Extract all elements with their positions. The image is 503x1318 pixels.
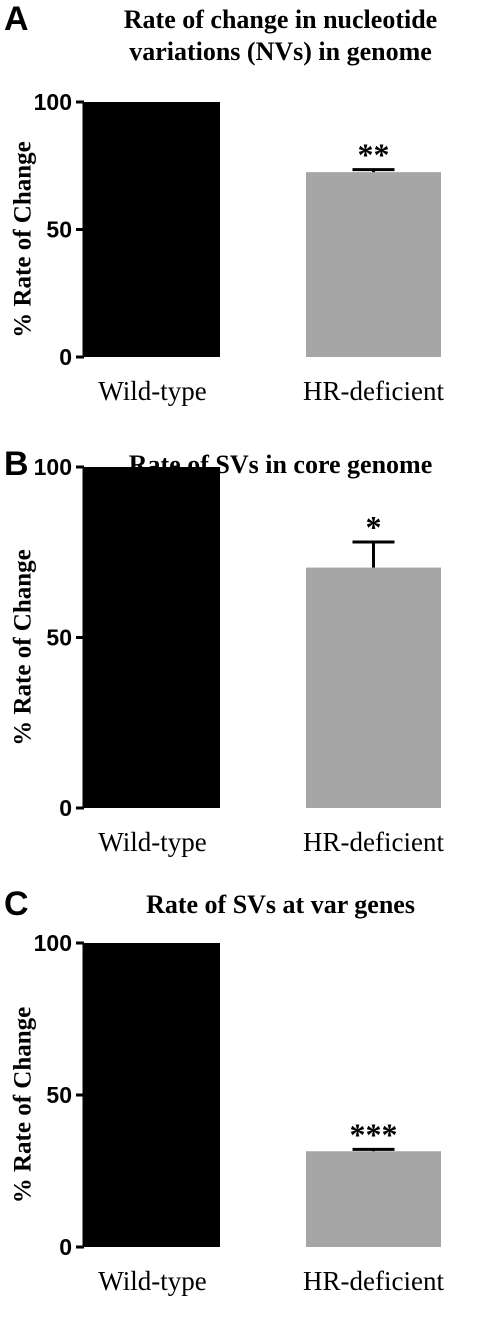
y-tick-label: 100: [34, 930, 72, 956]
chart-title-line: variations (NVs) in genome: [129, 37, 432, 66]
significance-label: *: [366, 509, 382, 545]
y-tick-label: 50: [46, 217, 72, 243]
bar: [306, 567, 441, 808]
chart-title: Rate of SVs at var genes: [58, 889, 503, 921]
chart-title-line: Rate of SVs at var genes: [146, 890, 415, 919]
category-label: Wild-type: [98, 827, 206, 857]
y-axis-title: % Rate of Change: [10, 1007, 37, 1204]
panel-letter: A: [4, 0, 29, 38]
bar-chart: Wild-type ** HR-deficient 0 50 100 % Rate of C…: [10, 89, 445, 406]
category-label: HR-deficient: [303, 827, 444, 857]
panel-c: C Rate of SVs at var genes Wild-type *** H…: [0, 885, 503, 1305]
category-label: Wild-type: [98, 376, 206, 406]
y-tick-label: 50: [46, 625, 72, 651]
bar: [85, 943, 220, 1247]
category-label: HR-deficient: [303, 1266, 444, 1296]
y-tick-label: 100: [34, 89, 72, 115]
y-axis-title: % Rate of Change: [10, 549, 37, 746]
y-tick-label: 0: [59, 344, 72, 370]
bar-chart: Wild-type *** HR-deficient 0 50 100 % Rate of …: [10, 930, 445, 1296]
y-tick-label: 0: [59, 795, 72, 821]
category-label: Wild-type: [98, 1266, 206, 1296]
panel-letter: C: [4, 885, 29, 923]
bar: [85, 102, 220, 357]
category-label: HR-deficient: [303, 376, 444, 406]
significance-label: **: [358, 137, 390, 173]
panel-a: A Rate of change in nucleotide variation…: [0, 0, 503, 420]
chart-title-line: Rate of change in nucleotide: [123, 5, 438, 34]
chart-title: Rate of change in nucleotide variations …: [58, 4, 503, 68]
panel-letter: B: [4, 445, 29, 483]
y-tick-label: 50: [46, 1082, 72, 1108]
y-tick-label: 0: [59, 1234, 72, 1260]
bar-chart: Wild-type * HR-deficient 0 50 100 % Rate of Ch…: [10, 454, 445, 857]
panel-b: B Rate of SVs in core genome Wild-type * H…: [0, 445, 503, 865]
y-axis-title: % Rate of Change: [10, 141, 37, 338]
y-tick-label: 100: [34, 454, 72, 480]
bar: [306, 172, 441, 357]
significance-label: ***: [350, 1116, 398, 1152]
bar: [85, 467, 220, 808]
bar: [306, 1151, 441, 1247]
